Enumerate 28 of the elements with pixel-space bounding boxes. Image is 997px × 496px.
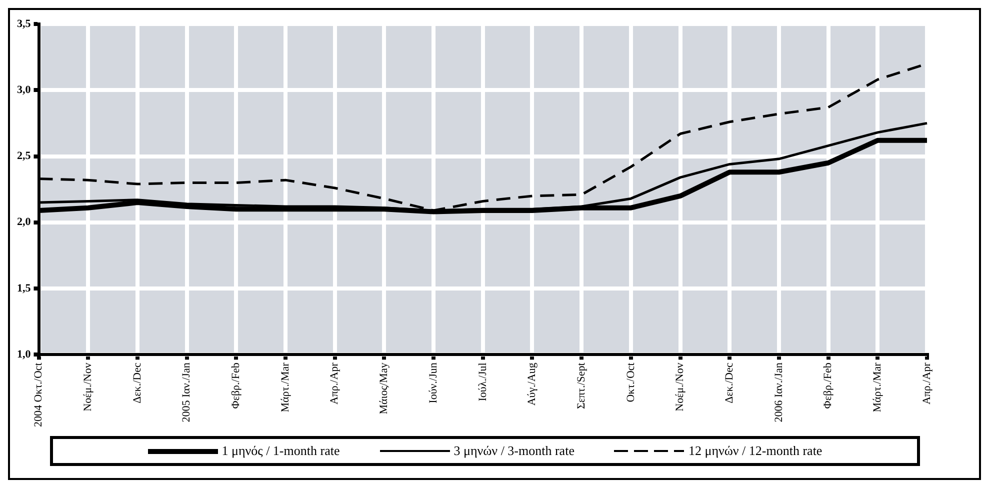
x-tick-label: 2005 Ιαν./Jan [180,362,193,422]
x-tick-label: Μάιος/May [378,362,390,414]
legend-label: 3 μηνών / 3-month rate [454,443,574,459]
x-tick-label: Απρ./Apr [920,362,933,405]
y-tick-label: 3,5 [17,18,32,30]
y-tick-label: 3,0 [17,84,32,96]
x-tick-label: Φεβρ./Feb [230,362,242,409]
y-tick-label: 2,0 [17,216,32,228]
x-tick-label: Ιούλ./Jul [476,362,489,402]
x-tick-label: Οκτ./Oct [624,362,637,402]
x-tick-label: Μάρτ./Mar [872,362,884,412]
x-tick-label: Νοέμ./Nov [674,362,686,412]
x-tick-label: Δεκ./Dec [724,362,736,404]
y-tick-label: 1,0 [17,348,32,360]
x-tick-label: Ιούν./Jun [427,362,440,404]
legend-label: 12 μηνών / 12-month rate [688,443,822,459]
x-tick-label: Δεκ./Dec [131,362,144,404]
x-tick-label: Μάρτ./Mar [279,362,292,412]
x-tick-label: Σεπτ./Sept [575,362,588,410]
y-tick-label: 1,5 [17,282,32,294]
y-tick-label: 2,5 [17,150,32,162]
x-tick-label: Νοέμ./Nov [82,362,94,412]
legend-label: 1 μηνός / 1-month rate [222,443,340,459]
x-tick-label: 2006 Ιαν./Jan [772,362,785,422]
x-tick-label: Αύγ./Aug [526,362,538,406]
x-tick-label: 2004 Οκτ./Oct [32,362,45,428]
x-tick-label: Φεβρ./Feb [822,362,834,409]
x-tick-label: Απρ./Apr [328,362,341,405]
